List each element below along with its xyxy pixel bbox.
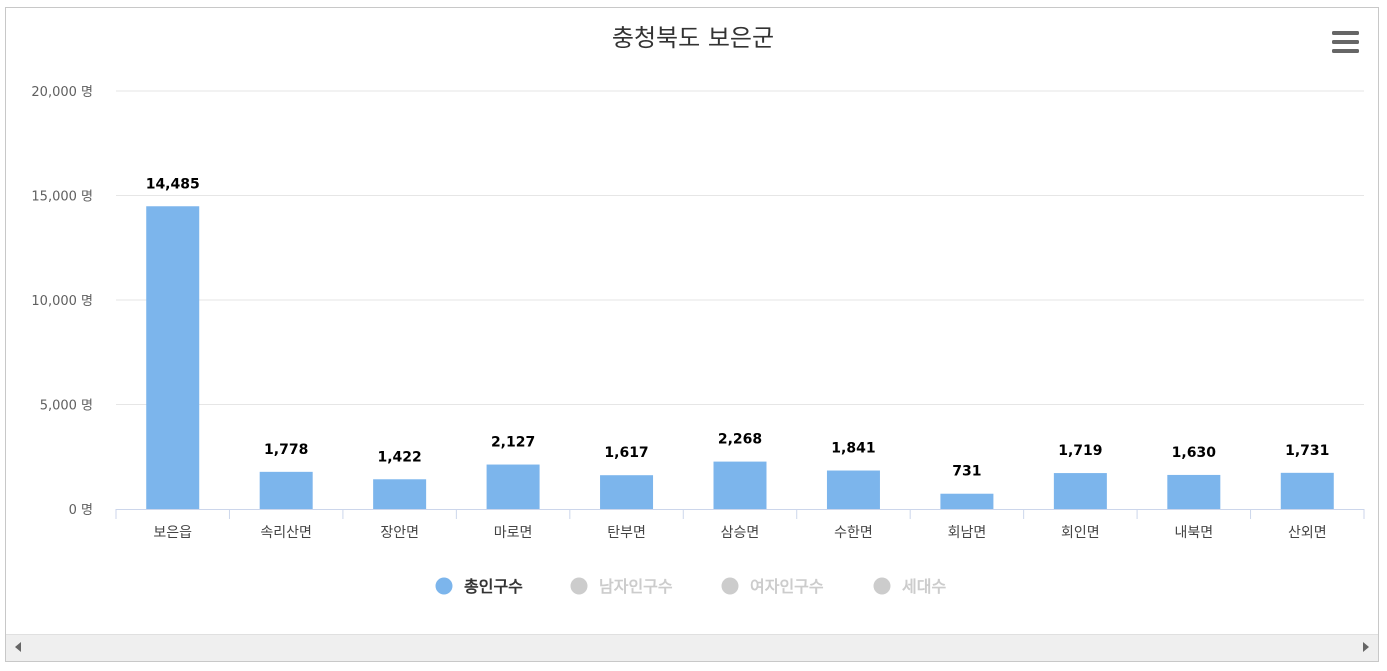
bar[interactable] <box>373 479 427 509</box>
y-tick-label: 10,000 명 <box>31 294 93 309</box>
bar[interactable] <box>713 461 767 509</box>
bar[interactable] <box>940 493 994 509</box>
x-tick-label: 내북면 <box>1174 525 1213 541</box>
legend-label: 남자인구수 <box>599 577 673 596</box>
x-axis: 보은읍 속리산면 장안면 마로면 탄부면 삼승면 수한면 회남면 회인면 내북면 산외면 <box>115 509 1365 541</box>
x-tick-label: 수한면 <box>834 525 873 541</box>
x-tick-label: 보은읍 <box>153 525 192 541</box>
bar[interactable] <box>1167 474 1221 509</box>
data-label: 2,127 <box>491 435 535 451</box>
y-tick-label: 20,000 명 <box>31 85 93 100</box>
x-tick-label: 삼승면 <box>721 525 760 541</box>
y-tick-label: 15,000 명 <box>31 190 93 205</box>
data-label: 2,268 <box>718 432 762 448</box>
legend-item[interactable]: 여자인구수 <box>721 577 824 596</box>
x-tick-label: 마로면 <box>494 525 533 541</box>
bar[interactable] <box>486 464 540 509</box>
data-label: 1,841 <box>831 441 875 457</box>
x-tick-label: 속리산면 <box>260 525 312 541</box>
arrow-right-icon[interactable] <box>1363 642 1369 652</box>
legend-label: 총인구수 <box>464 577 523 596</box>
legend-marker <box>873 577 891 595</box>
legend-label: 여자인구수 <box>750 577 824 596</box>
chart-container: 충청북도 보은군 0 명 5,000 명 10,000 명 15,000 명 20,00… <box>5 7 1379 662</box>
chart-title: 충청북도 보은군 <box>612 24 774 52</box>
y-tick-label: 5,000 명 <box>40 399 93 414</box>
bar[interactable] <box>600 475 654 509</box>
bar[interactable] <box>826 470 880 509</box>
legend-item[interactable]: 남자인구수 <box>570 577 673 596</box>
data-label: 1,731 <box>1285 443 1329 459</box>
bars <box>146 206 1334 510</box>
x-tick-label: 회남면 <box>948 525 987 541</box>
data-label: 1,422 <box>377 449 421 465</box>
legend-item[interactable]: 세대수 <box>873 577 947 596</box>
legend-marker <box>721 577 739 595</box>
grid-lines <box>116 90 1364 405</box>
data-label: 1,719 <box>1058 443 1102 459</box>
bar[interactable] <box>1053 473 1107 509</box>
legend-marker <box>435 577 453 595</box>
y-axis: 0 명 5,000 명 10,000 명 15,000 명 20,000 명 <box>31 85 93 518</box>
data-label: 1,630 <box>1172 445 1217 461</box>
data-labels: 14,485 1,778 1,422 2,127 1,617 2,268 1,841 731 1… <box>146 176 1330 479</box>
data-label: 14,485 <box>146 176 200 192</box>
bar[interactable] <box>259 471 313 509</box>
menu-icon[interactable] <box>1332 31 1359 53</box>
x-tick-label: 회인면 <box>1061 525 1100 541</box>
data-label: 731 <box>952 464 981 480</box>
legend-label: 세대수 <box>902 577 946 596</box>
x-tick-label: 산외면 <box>1288 525 1327 541</box>
horizontal-scrollbar[interactable] <box>6 634 1378 661</box>
legend: 총인구수 남자인구수 여자인구수 세대수 <box>435 577 947 596</box>
x-tick-label: 탄부면 <box>607 525 646 541</box>
data-label: 1,778 <box>264 442 308 458</box>
bar[interactable] <box>1280 472 1334 509</box>
legend-item[interactable]: 총인구수 <box>435 577 524 596</box>
arrow-left-icon[interactable] <box>15 642 21 652</box>
x-tick-label: 장안면 <box>380 525 419 541</box>
data-label: 1,617 <box>604 445 648 461</box>
legend-marker <box>570 577 588 595</box>
y-tick-label: 0 명 <box>69 503 93 518</box>
bar[interactable] <box>146 206 200 510</box>
chart-canvas: 충청북도 보은군 0 명 5,000 명 10,000 명 15,000 명 20,00… <box>31 24 1365 596</box>
